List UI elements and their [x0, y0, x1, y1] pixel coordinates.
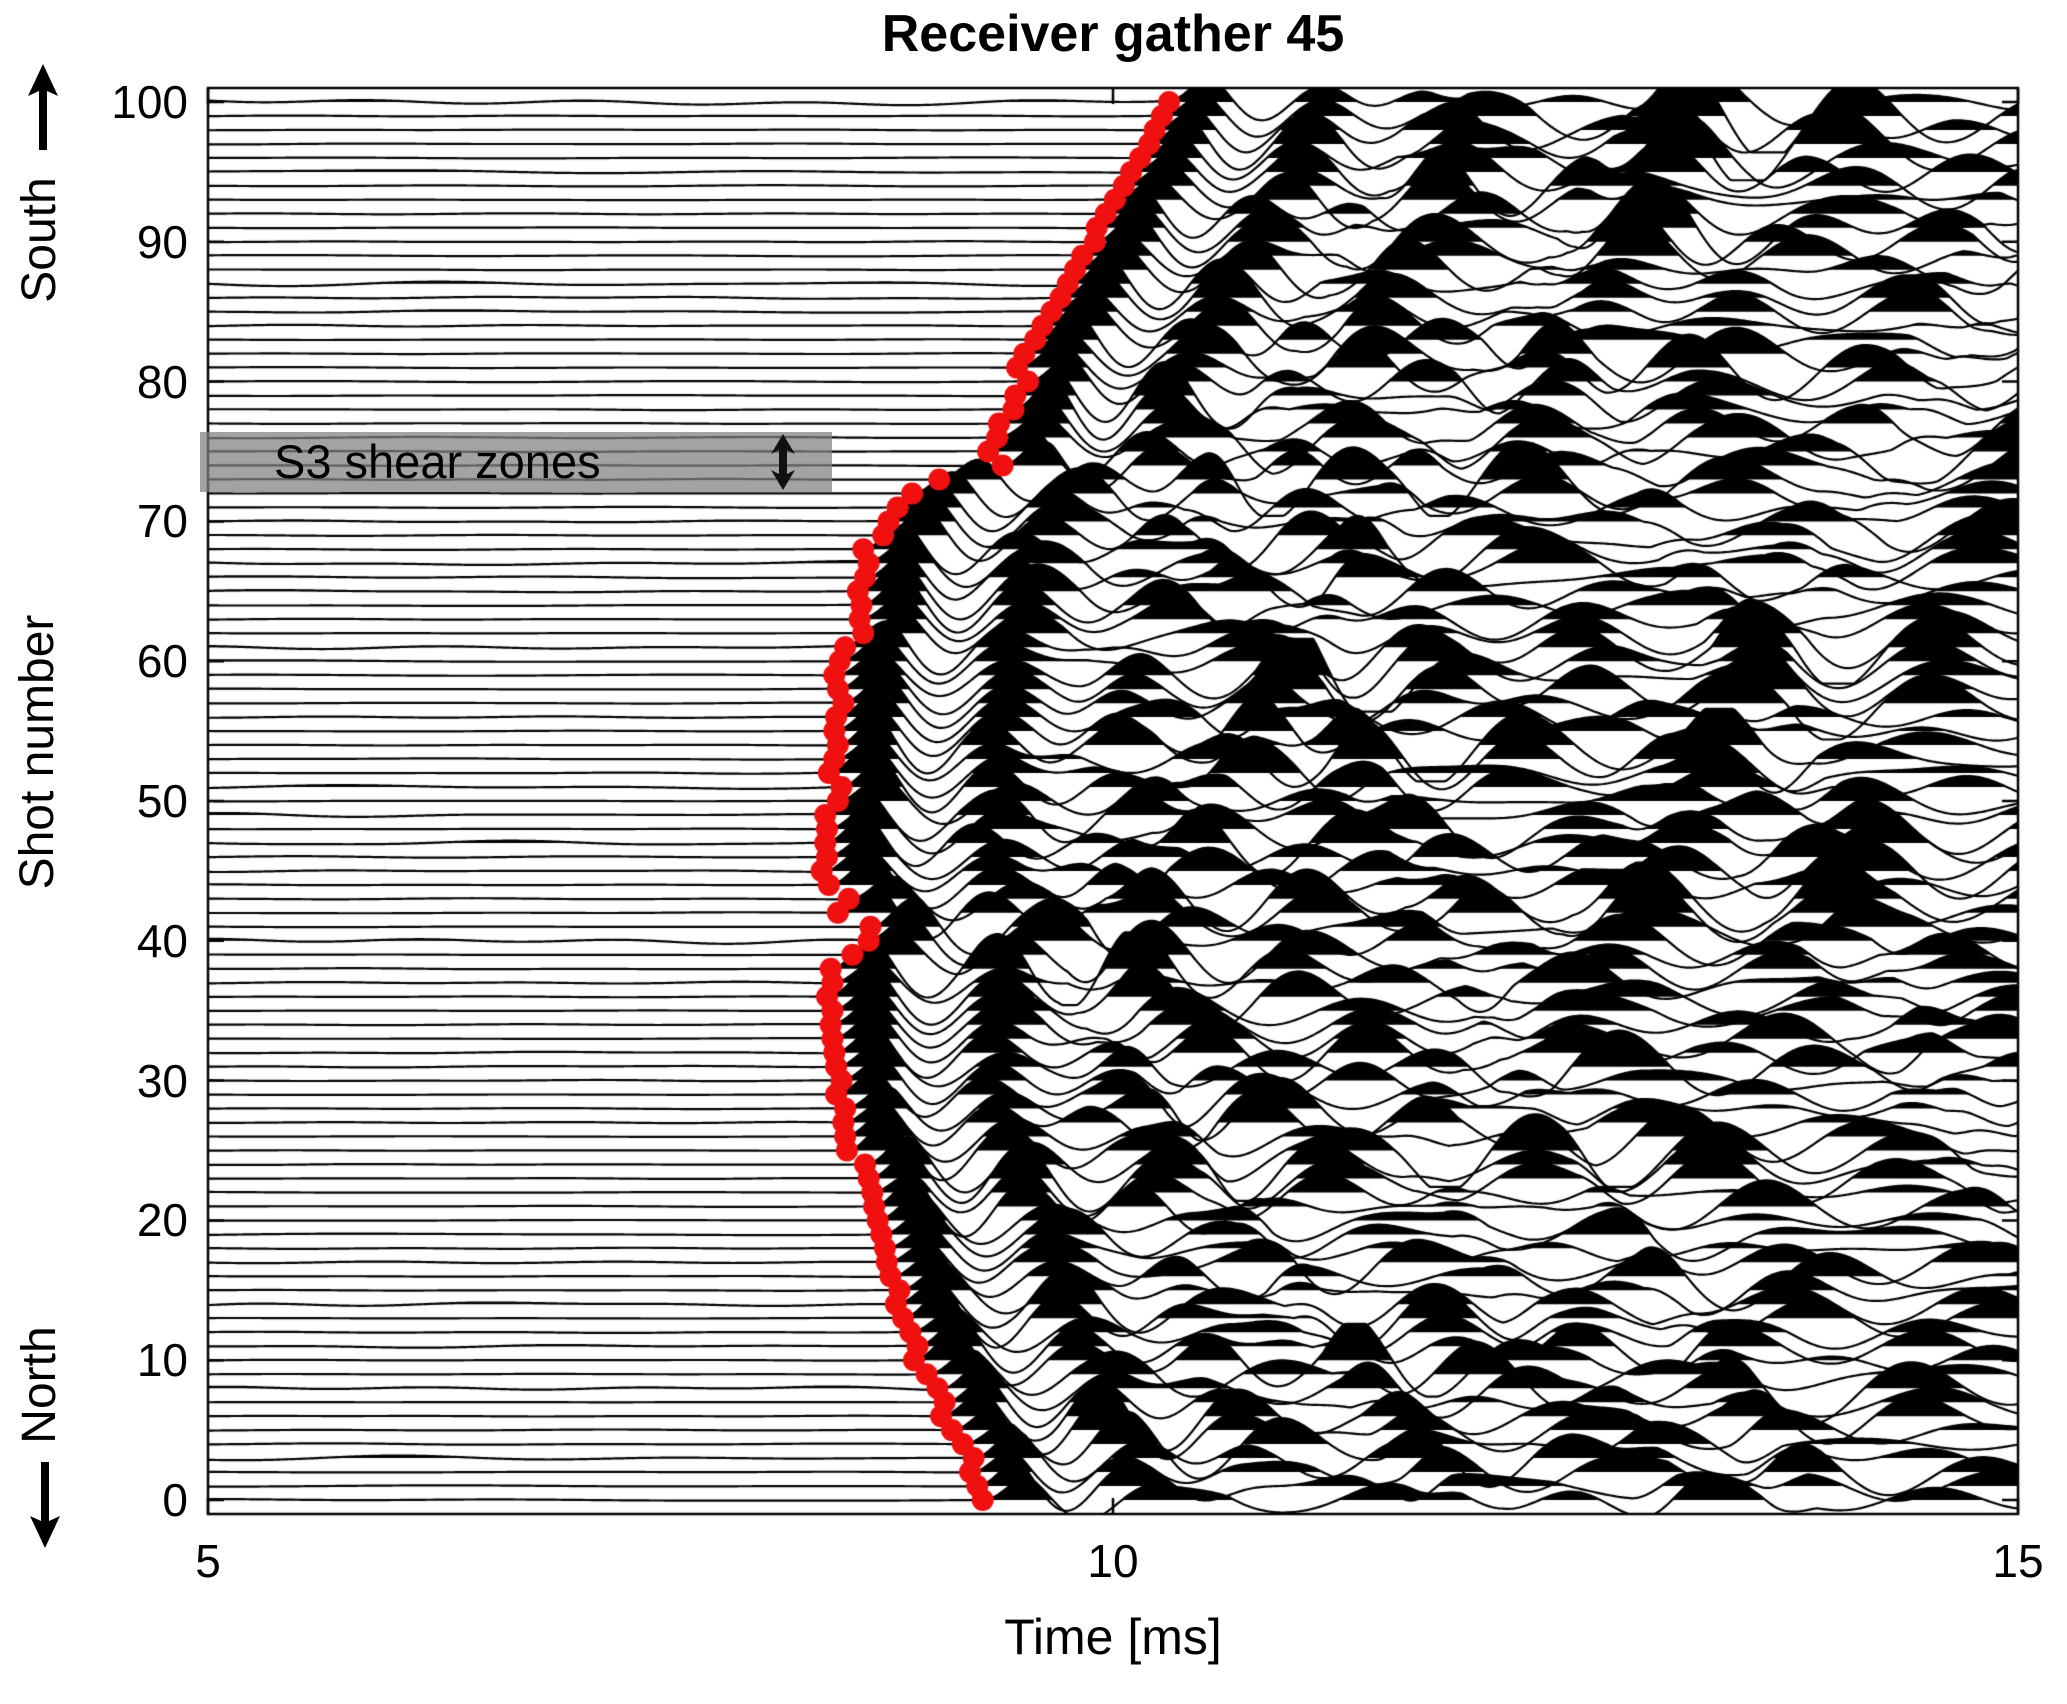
x-tick-label: 15 [1992, 1535, 2044, 1587]
x-axis-label: Time [ms] [1004, 1609, 1222, 1665]
x-tick-label: 5 [195, 1535, 221, 1587]
y-tick-label: 30 [136, 1054, 188, 1107]
y-tick-label: 10 [136, 1334, 188, 1387]
y-tick-label: 100 [111, 75, 188, 128]
x-tick-label: 10 [1087, 1535, 1139, 1587]
south-up-arrow-icon [28, 64, 58, 150]
y-tick-label: 50 [136, 775, 188, 827]
y-tick-label: 20 [136, 1194, 188, 1247]
shear-zone-label: S3 shear zones [274, 435, 601, 489]
north-down-arrow-icon [30, 1462, 60, 1548]
y-tick-label: 80 [136, 355, 188, 408]
chart-title: Receiver gather 45 [881, 5, 1345, 63]
shear-zone-extent-arrow-icon [771, 433, 796, 490]
y-tick-label: 0 [162, 1474, 188, 1527]
y-tick-label: 60 [136, 635, 188, 688]
shear-zone-annotation-box: S3 shear zones [200, 431, 833, 493]
y-axis-label: Shot number [11, 614, 64, 890]
y-tick-label: 40 [136, 914, 188, 967]
y-tick-label: 70 [136, 495, 188, 548]
y-tick-label: 90 [136, 215, 188, 268]
direction-label-south: South [13, 177, 66, 303]
direction-label-north: North [13, 1326, 66, 1444]
